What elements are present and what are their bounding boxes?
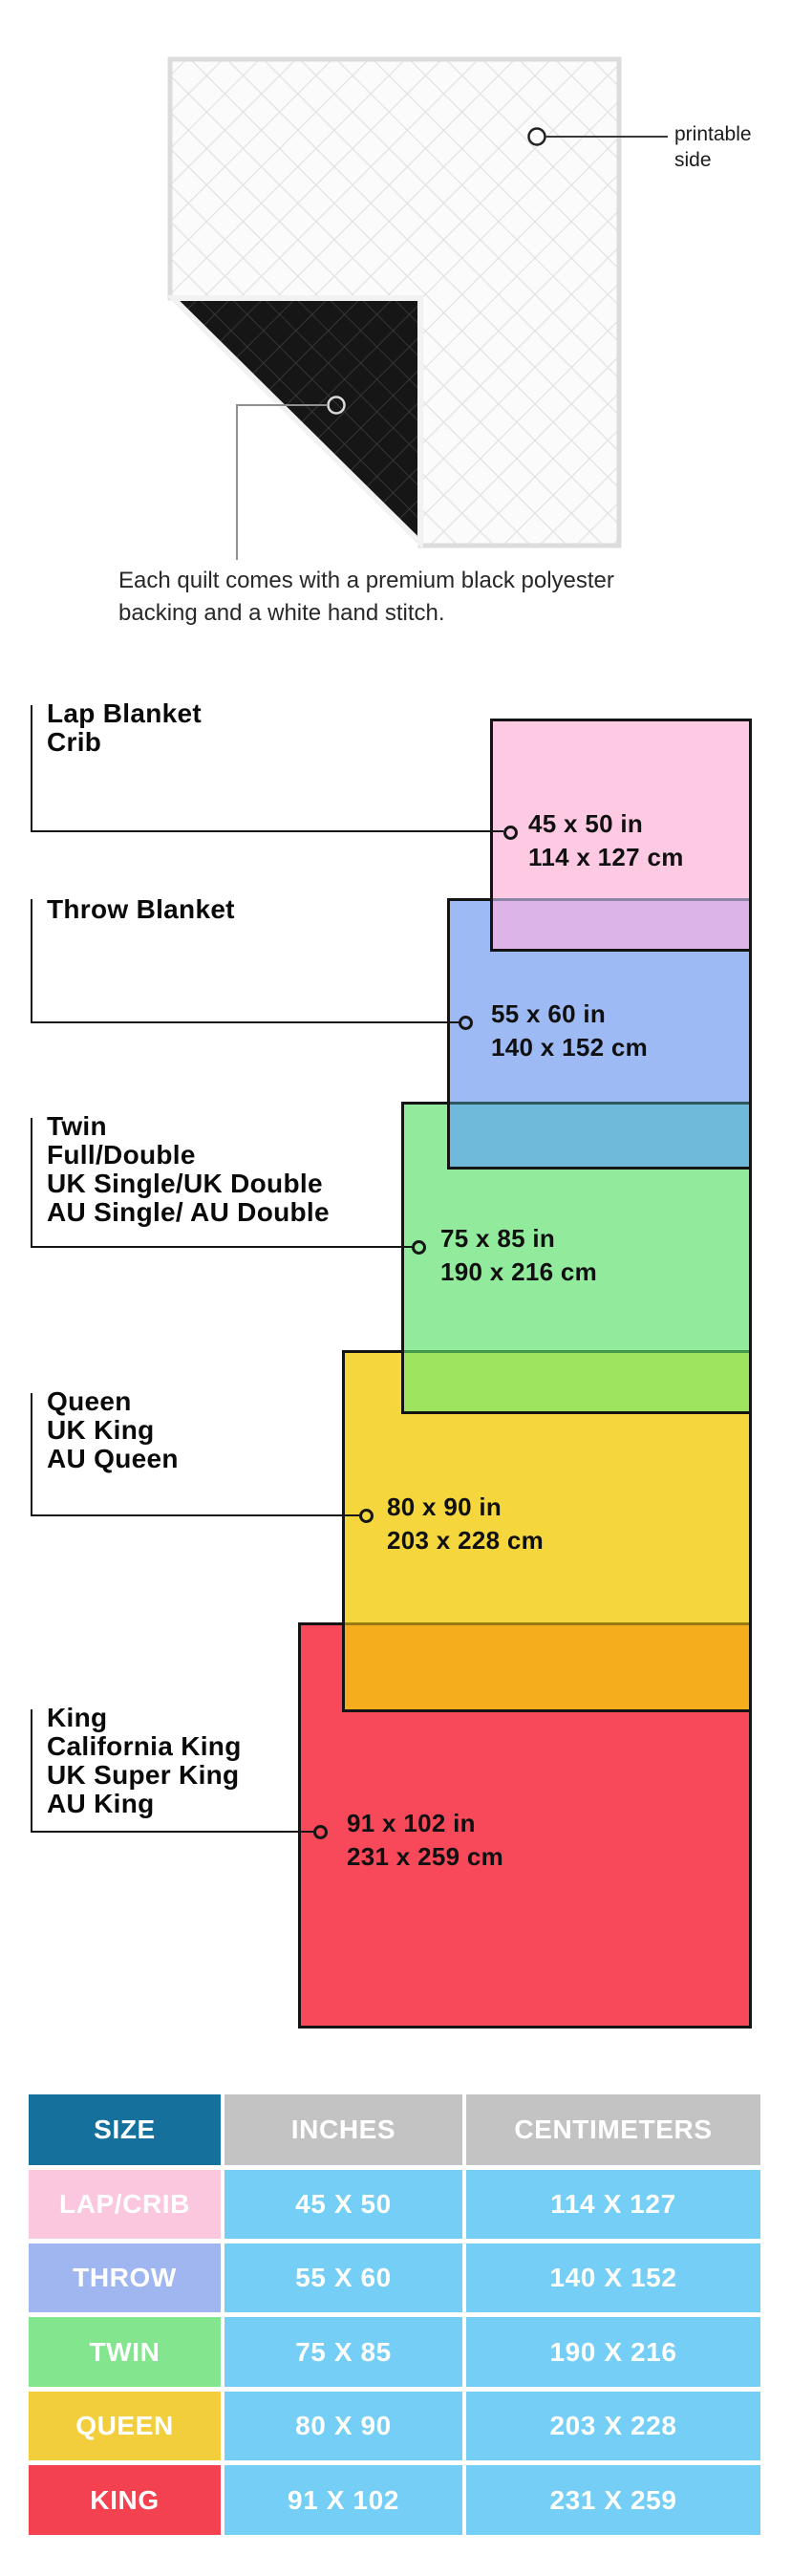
leader-v-twin [31, 1118, 32, 1248]
dims-king-cm: 231 x 259 cm [347, 1842, 504, 1871]
quilt-caption-line2: backing and a white hand stitch. [118, 600, 445, 626]
table-row-throw-inches: 55 X 60 [224, 2243, 462, 2312]
overlap-band-queen-king [345, 1622, 749, 1709]
dims-lap: 45 x 50 in 114 x 127 cm [528, 807, 684, 874]
dims-twin-inches: 75 x 85 in [440, 1224, 556, 1253]
label-queen-line2: UK King [47, 1415, 155, 1445]
label-queen-line3: AU Queen [47, 1444, 179, 1473]
label-twin-line3: UK Single/UK Double [47, 1169, 323, 1198]
dims-twin-cm: 190 x 216 cm [440, 1257, 598, 1286]
overlap-band-lap-throw [493, 898, 749, 949]
table-row-queen-size: QUEEN [29, 2392, 221, 2460]
table-header-centimeters: CENTIMETERS [466, 2094, 760, 2165]
leader-circle-lap [503, 826, 518, 840]
table-header-inches: INCHES [224, 2094, 462, 2165]
table-header-size: SIZE [29, 2094, 221, 2165]
dims-throw: 55 x 60 in 140 x 152 cm [491, 998, 648, 1064]
label-king-line3: UK Super King [47, 1760, 240, 1790]
table-row-king-size: KING [29, 2465, 221, 2535]
quilt-illustration [165, 56, 668, 560]
leader-circle-throw [459, 1016, 473, 1030]
dims-throw-inches: 55 x 60 in [491, 999, 607, 1028]
table-row-king-inches: 91 X 102 [224, 2465, 462, 2535]
dims-king-inches: 91 x 102 in [347, 1809, 476, 1837]
dims-lap-inches: 45 x 50 in [528, 809, 644, 838]
dims-queen: 80 x 90 in 203 x 228 cm [387, 1491, 544, 1557]
dims-throw-cm: 140 x 152 cm [491, 1033, 649, 1062]
overlap-band-twin-queen [404, 1350, 749, 1411]
dims-queen-inches: 80 x 90 in [387, 1492, 502, 1521]
label-queen: Queen UK King AU Queen [47, 1387, 179, 1473]
label-twin-line4: AU Single/ AU Double [47, 1197, 330, 1227]
dims-lap-cm: 114 x 127 cm [528, 843, 684, 871]
table-row-queen-inches: 80 X 90 [224, 2392, 462, 2460]
leader-v-king [31, 1709, 32, 1833]
label-king-line1: King [47, 1703, 108, 1732]
leader-h-lap [31, 830, 503, 832]
table-row-lap-centimeters: 114 X 127 [466, 2170, 760, 2239]
printable-side-label-line2: side [674, 149, 712, 171]
table-row-twin-inches: 75 X 85 [224, 2317, 462, 2387]
label-throw: Throw Blanket [47, 895, 235, 924]
leader-circle-queen [359, 1509, 374, 1523]
table-row-twin-centimeters: 190 X 216 [466, 2317, 760, 2387]
label-lap-line1: Lap Blanket [47, 698, 203, 728]
quilt-caption-line1: Each quilt comes with a premium black po… [118, 568, 614, 593]
label-twin: Twin Full/Double UK Single/UK Double AU … [47, 1112, 330, 1227]
leader-v-queen [31, 1393, 32, 1516]
table-row-twin-size: TWIN [29, 2317, 221, 2387]
label-throw-line1: Throw Blanket [47, 894, 235, 924]
leader-v-lap [31, 705, 32, 832]
dims-king: 91 x 102 in 231 x 259 cm [347, 1807, 503, 1874]
label-king: King California King UK Super King AU Ki… [47, 1704, 242, 1818]
label-twin-line1: Twin [47, 1111, 107, 1141]
table-row-throw-centimeters: 140 X 152 [466, 2243, 760, 2312]
leader-h-twin [31, 1246, 412, 1248]
leader-h-king [31, 1831, 313, 1833]
dims-twin: 75 x 85 in 190 x 216 cm [440, 1222, 597, 1289]
overlap-band-throw-twin [450, 1102, 749, 1167]
label-lap: Lap Blanket Crib [47, 699, 202, 757]
backing-marker-circle [327, 396, 346, 415]
table-row-lap-size: LAP/CRIB [29, 2170, 221, 2239]
table-row-lap-inches: 45 X 50 [224, 2170, 462, 2239]
leader-circle-king [313, 1825, 328, 1839]
quilt-backing-fold [165, 295, 423, 550]
label-king-line4: AU King [47, 1789, 155, 1818]
table-row-throw-size: THROW [29, 2243, 221, 2312]
quilt-caption: Each quilt comes with a premium black po… [118, 565, 614, 630]
label-king-line2: California King [47, 1731, 242, 1761]
dims-queen-cm: 203 x 228 cm [387, 1526, 545, 1555]
printable-side-label-line1: printable [674, 123, 752, 145]
table-row-king-centimeters: 231 X 259 [466, 2465, 760, 2535]
leader-h-throw [31, 1021, 459, 1023]
backing-leader-line [236, 404, 328, 560]
table-row-queen-centimeters: 203 X 228 [466, 2392, 760, 2460]
label-queen-line1: Queen [47, 1386, 132, 1416]
label-lap-line2: Crib [47, 727, 102, 757]
label-twin-line2: Full/Double [47, 1140, 196, 1170]
size-table: SIZE INCHES CENTIMETERS LAP/CRIB 45 X 50… [29, 2094, 760, 2535]
leader-h-queen [31, 1514, 359, 1516]
leader-v-throw [31, 899, 32, 1023]
leader-circle-twin [412, 1240, 426, 1255]
printable-side-marker-circle [527, 127, 546, 146]
printable-side-label: printable side [674, 121, 752, 173]
